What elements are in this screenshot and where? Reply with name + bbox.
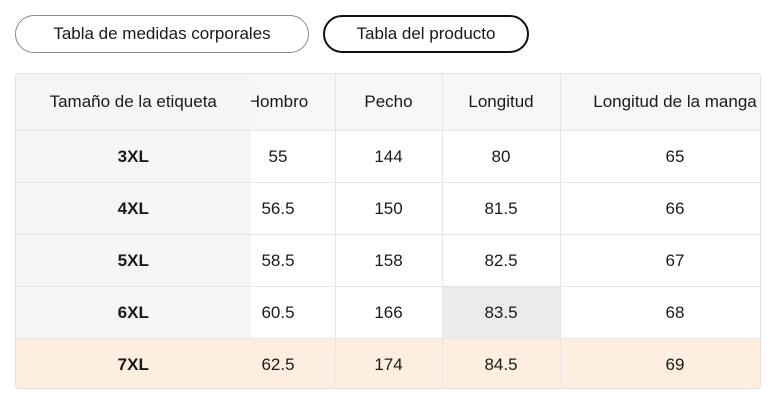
measurement-cell: 68 xyxy=(560,286,760,339)
measurement-cell: 65 xyxy=(560,130,760,183)
measurement-cell: 83.5 xyxy=(442,286,561,339)
table-row: 4XL 56.5 150 81.5 66 xyxy=(16,182,760,235)
column-header: Longitud xyxy=(442,74,561,131)
measurement-cell: 158 xyxy=(335,234,443,287)
size-label: 7XL xyxy=(16,338,252,388)
column-header: Tamaño de la etiqueta xyxy=(16,74,252,131)
size-label: 6XL xyxy=(16,286,252,339)
measurement-cell: 144 xyxy=(335,130,443,183)
size-label: 3XL xyxy=(16,130,252,183)
measurement-cell: 80 xyxy=(442,130,561,183)
table-row: 6XL 60.5 166 83.5 68 xyxy=(16,286,760,339)
measurement-cell: 69 xyxy=(560,338,760,388)
table-container: Tamaño de la etiqueta Hombro Pecho Longitud… xyxy=(15,73,761,389)
measurement-cell: 67 xyxy=(560,234,760,287)
measurement-cell: 81.5 xyxy=(442,182,561,235)
tab-selected[interactable]: Tabla del producto xyxy=(323,15,529,53)
header-row: Tamaño de la etiqueta Hombro Pecho Longitud… xyxy=(16,74,760,131)
table-row: 7XL 62.5 174 84.5 69 xyxy=(16,338,760,388)
size-label: 4XL xyxy=(16,182,252,235)
column-header: Pecho xyxy=(335,74,443,131)
table-body: 3XL 55 144 80 65 4XL 56.5 150 81.5 66 5XL 58.5 158 82… xyxy=(16,130,760,388)
column-header: Longitud de la manga xyxy=(560,74,760,131)
measurement-cell: 150 xyxy=(335,182,443,235)
size-label: 5XL xyxy=(16,234,252,287)
measurement-cell: 82.5 xyxy=(442,234,561,287)
tab[interactable]: Tabla de medidas corporales xyxy=(15,15,309,53)
measurement-cell: 84.5 xyxy=(442,338,561,388)
measurement-cell: 166 xyxy=(335,286,443,339)
measurement-cell: 174 xyxy=(335,338,443,388)
measurement-cell: 66 xyxy=(560,182,760,235)
size-table: Tamaño de la etiqueta Hombro Pecho Longitud… xyxy=(16,74,760,388)
table-row: 3XL 55 144 80 65 xyxy=(16,130,760,183)
table-row: 5XL 58.5 158 82.5 67 xyxy=(16,234,760,287)
